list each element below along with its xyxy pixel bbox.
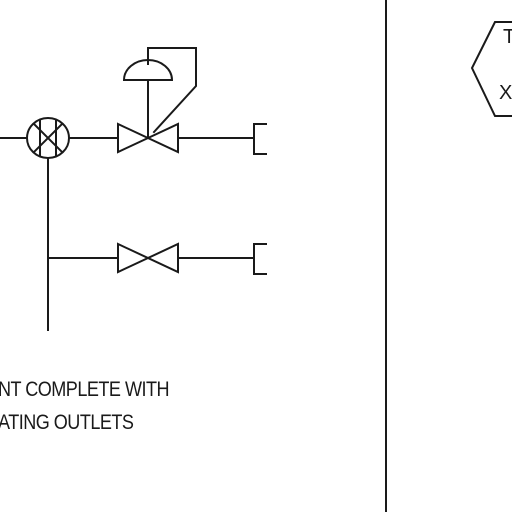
tag-label-top: T	[503, 26, 512, 48]
flow-indicator-symbol	[26, 117, 70, 159]
control-valve	[117, 122, 179, 154]
isolation-valve	[117, 242, 179, 274]
upper-outlet-cap	[253, 123, 267, 155]
caption-line-1: NT COMPLETE WITH	[0, 378, 170, 401]
caption-line-2: ATING OUTLETS	[0, 411, 134, 434]
instrument-tag-hexagon	[470, 21, 512, 117]
lower-outlet-cap	[253, 243, 267, 275]
tag-label-bottom: X	[499, 82, 512, 104]
valve-actuator	[122, 47, 197, 139]
